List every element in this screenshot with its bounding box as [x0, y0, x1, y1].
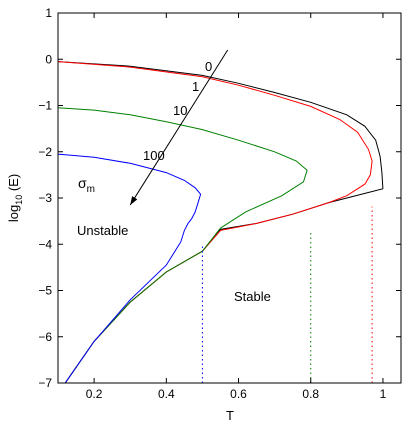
series-10-label: 10	[173, 103, 187, 118]
series-0-upper-branch	[57, 61, 384, 189]
x-tick-label: 0.4	[158, 387, 175, 401]
y-tick-label: −6	[38, 330, 52, 344]
y-tick-label: −1	[38, 99, 52, 113]
y-axis-label-sub: 10	[14, 195, 24, 205]
series-10-upper-branch	[57, 107, 308, 229]
y-tick-label: 0	[45, 52, 52, 66]
unstable-label: Unstable	[77, 223, 128, 238]
y-axis-label-main: log	[6, 205, 21, 222]
y-tick-label: −7	[38, 376, 52, 390]
x-tick-label: 0.2	[86, 387, 103, 401]
x-axis-label: T	[226, 408, 234, 423]
x-tick-label: 1	[380, 387, 387, 401]
y-tick-label: −2	[38, 145, 52, 159]
sigma-label: σm	[78, 175, 95, 195]
sigma-arrowhead	[130, 196, 138, 205]
sigma-subscript: m	[87, 184, 95, 195]
series-0-lower-branch	[64, 188, 384, 384]
x-tick-label: 0.6	[230, 387, 247, 401]
plot-frame	[57, 12, 402, 384]
series-100-label: 100	[143, 148, 165, 163]
series-1-label: 1	[192, 79, 199, 94]
series-100-lower-branch	[64, 241, 182, 384]
y-axis-label: log10 (E)	[6, 174, 24, 222]
y-tick-label: −5	[38, 284, 52, 298]
x-tick-label: 0.8	[302, 387, 319, 401]
y-tick-label: −3	[38, 191, 52, 205]
series-0-label: 0	[205, 59, 212, 74]
y-tick-label: 1	[45, 6, 52, 20]
plot-lines	[57, 61, 384, 384]
y-axis-label-tail: (E)	[6, 174, 21, 195]
series-1-upper-branch	[57, 61, 373, 204]
series-100-upper-branch	[57, 153, 202, 243]
labels: T log10 (E) σm Unstable Stable	[6, 174, 271, 423]
y-tick-label: −4	[38, 237, 52, 251]
sigma-symbol: σ	[78, 175, 87, 191]
series-10-lower-branch	[64, 227, 221, 384]
stable-label: Stable	[234, 289, 271, 304]
sigma-arrow	[129, 49, 229, 206]
